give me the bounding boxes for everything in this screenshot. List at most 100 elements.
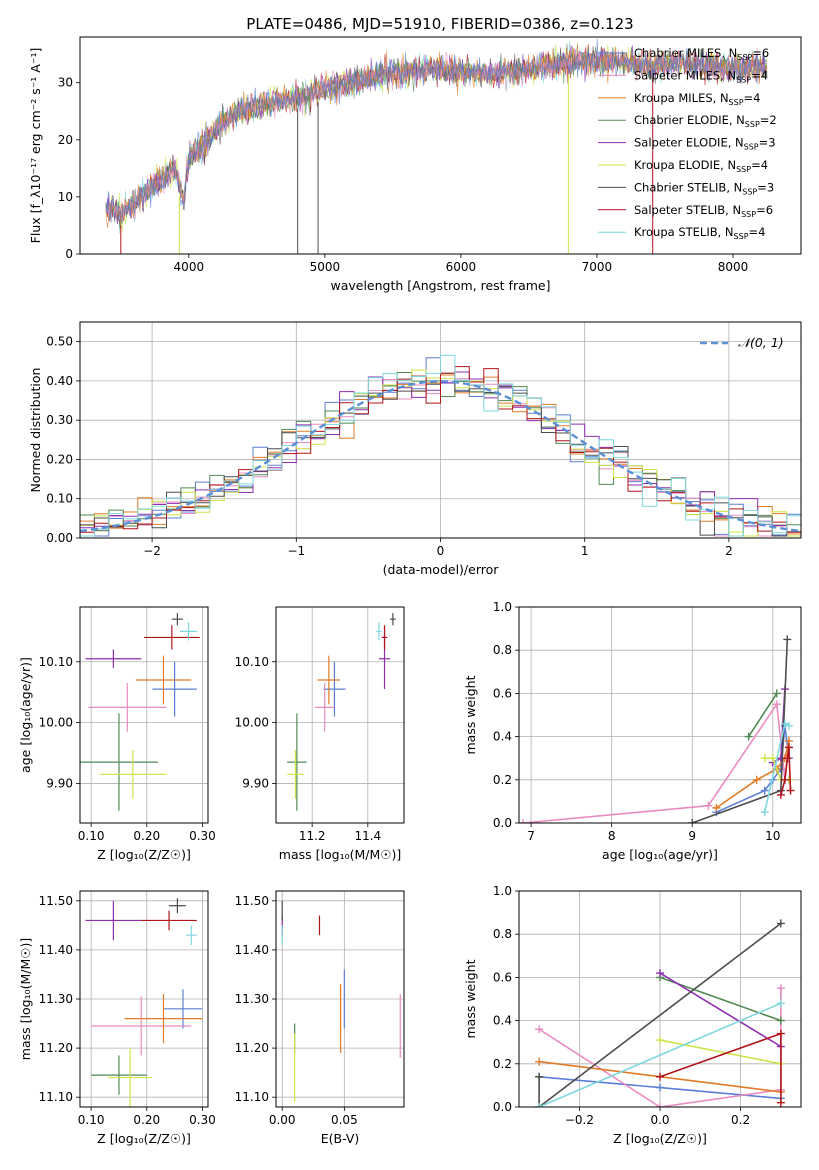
y-axis-label: mass [log₁₀(M/M☉)] bbox=[18, 938, 33, 1060]
legend-label: Chabrier STELIB, NSSP=3 bbox=[634, 180, 774, 196]
y-tick-label: 11.30 bbox=[39, 992, 73, 1006]
weight-point-marker bbox=[776, 919, 785, 928]
plot-content bbox=[105, 38, 768, 254]
x-tick-label: 0.30 bbox=[189, 1113, 216, 1127]
y-tick-label: 11.50 bbox=[39, 894, 73, 908]
weight-series-line bbox=[747, 692, 778, 738]
y-tick-label: 0.8 bbox=[493, 927, 512, 941]
weight-point-marker bbox=[656, 1036, 664, 1045]
weight-series-line bbox=[659, 972, 782, 1048]
weight-point-marker bbox=[656, 1103, 664, 1107]
x-tick-label: 9 bbox=[688, 829, 696, 843]
x-axis-label: E(B-V) bbox=[321, 1131, 360, 1146]
x-tick-label: 6000 bbox=[446, 260, 477, 274]
y-tick-label: 1.0 bbox=[493, 884, 512, 898]
legend-label: Salpeter STELIB, NSSP=6 bbox=[634, 203, 773, 219]
x-tick-label: −2 bbox=[143, 544, 161, 558]
y-tick-label: 11.40 bbox=[235, 943, 269, 957]
weight-point-marker bbox=[780, 775, 789, 784]
y-tick-label: 1.0 bbox=[493, 600, 512, 614]
x-axis-label: Z [log₁₀(Z/Z☉)] bbox=[97, 847, 191, 862]
weight-point-marker bbox=[776, 1098, 785, 1107]
x-tick-label: 0.2 bbox=[731, 1113, 750, 1127]
weight-point-marker bbox=[768, 754, 777, 763]
x-tick-label: 0 bbox=[437, 544, 445, 558]
x-tick-label: 4000 bbox=[174, 260, 205, 274]
x-tick-label: −0.2 bbox=[565, 1113, 594, 1127]
x-axis-label: age [log₁₀(age/yr)] bbox=[602, 847, 718, 862]
axes-frame bbox=[79, 36, 802, 255]
weight-point-marker bbox=[783, 635, 792, 644]
y-tick-label: 0.10 bbox=[46, 492, 73, 506]
histogram-series bbox=[80, 354, 801, 538]
weight-point-marker bbox=[519, 819, 528, 823]
x-tick-label: 7 bbox=[527, 829, 535, 843]
panel-mass_vs_Z: 0.10 0.20 0.30 11.10 11.20 11.30 11.40 11.50 Z [… bbox=[18, 890, 216, 1146]
panel-mass_vs_EBV: 0.00 0.05 11.10 11.20 11.30 11.40 11.50 E(B-V) bbox=[235, 890, 405, 1146]
plot-area bbox=[80, 607, 208, 823]
figure-title: PLATE=0486, MJD=51910, FIBERID=0386, z=0… bbox=[246, 15, 633, 33]
y-tick-label: 0.40 bbox=[46, 374, 73, 388]
legend-label: Salpeter MILES, NSSP=4 bbox=[634, 68, 768, 84]
y-tick-label: 11.20 bbox=[235, 1041, 269, 1055]
weight-point-marker bbox=[772, 700, 781, 709]
x-tick-label: 2 bbox=[725, 544, 733, 558]
y-tick-label: 0.6 bbox=[493, 686, 512, 700]
plot-content bbox=[519, 635, 795, 823]
y-axis-label: Normed distribution bbox=[28, 368, 43, 493]
y-tick-label: 11.40 bbox=[39, 943, 73, 957]
y-tick-label: 0 bbox=[65, 247, 73, 261]
y-tick-label: 0.50 bbox=[46, 335, 73, 349]
y-tick-label: 11.10 bbox=[235, 1090, 269, 1104]
y-tick-label: 0.2 bbox=[493, 1057, 512, 1071]
y-tick-label: 11.10 bbox=[39, 1090, 73, 1104]
weight-point-marker bbox=[688, 819, 697, 823]
y-tick-label: 0.2 bbox=[493, 773, 512, 787]
y-tick-label: 0.20 bbox=[46, 452, 73, 466]
plot-content bbox=[281, 900, 401, 1103]
panel-age_vs_Z: 0.10 0.20 0.30 9.90 10.00 10.10 Z [log₁₀(Z/Z☉)… bbox=[18, 606, 216, 862]
x-tick-label: 1 bbox=[581, 544, 589, 558]
weight-point-marker bbox=[760, 754, 769, 763]
weight-point-marker bbox=[780, 719, 789, 728]
plot-content bbox=[80, 354, 801, 538]
weight-point-marker bbox=[760, 808, 769, 817]
x-axis-label: Z [log₁₀(Z/Z☉)] bbox=[613, 1131, 707, 1146]
weight-point-marker bbox=[704, 801, 713, 810]
y-tick-label: 0.00 bbox=[46, 531, 73, 545]
y-tick-label: 10.00 bbox=[235, 716, 269, 730]
weight-point-marker bbox=[760, 786, 769, 795]
weight-point-marker bbox=[744, 732, 753, 741]
x-tick-label: 11.2 bbox=[299, 829, 326, 843]
legend-label: Chabrier ELODIE, NSSP=2 bbox=[634, 113, 777, 129]
x-tick-label: 7000 bbox=[582, 260, 613, 274]
panel-residuals: −2 −1 0 1 2 0.00 0.10 0.20 0.30 0.40 0.50 (data-mod… bbox=[28, 321, 802, 577]
weight-point-marker bbox=[656, 969, 664, 978]
legend-label: Salpeter ELODIE, NSSP=3 bbox=[634, 136, 776, 152]
weight-point-marker bbox=[776, 1016, 785, 1025]
y-tick-label: 11.50 bbox=[235, 894, 269, 908]
weight-series-line bbox=[659, 1039, 782, 1065]
weight-point-marker bbox=[535, 1103, 544, 1107]
y-axis-label: Flux [f_λ10⁻¹⁷ erg cm⁻² s⁻¹ A⁻¹] bbox=[28, 48, 43, 244]
normal-curve bbox=[80, 380, 801, 533]
spectrum-line bbox=[105, 46, 768, 224]
y-tick-label: 10.00 bbox=[39, 716, 73, 730]
weight-point-marker bbox=[752, 775, 761, 784]
y-tick-label: 10.10 bbox=[39, 655, 73, 669]
x-tick-label: 11.4 bbox=[354, 829, 381, 843]
weight-point-marker bbox=[776, 790, 785, 799]
x-axis-label: mass [log₁₀(M/M☉)] bbox=[279, 847, 401, 862]
y-tick-label: 30 bbox=[58, 76, 73, 90]
weight-point-marker bbox=[786, 786, 795, 795]
x-tick-label: 0.0 bbox=[650, 1113, 669, 1127]
weight-series-line bbox=[538, 1002, 782, 1107]
x-tick-label: −1 bbox=[287, 544, 305, 558]
y-tick-label: 11.20 bbox=[39, 1041, 73, 1055]
y-tick-label: 0.4 bbox=[493, 1014, 512, 1028]
y-tick-label: 10 bbox=[58, 190, 73, 204]
weight-point-marker bbox=[776, 1029, 785, 1038]
weight-point-marker bbox=[784, 721, 793, 730]
plot-content bbox=[535, 919, 785, 1107]
